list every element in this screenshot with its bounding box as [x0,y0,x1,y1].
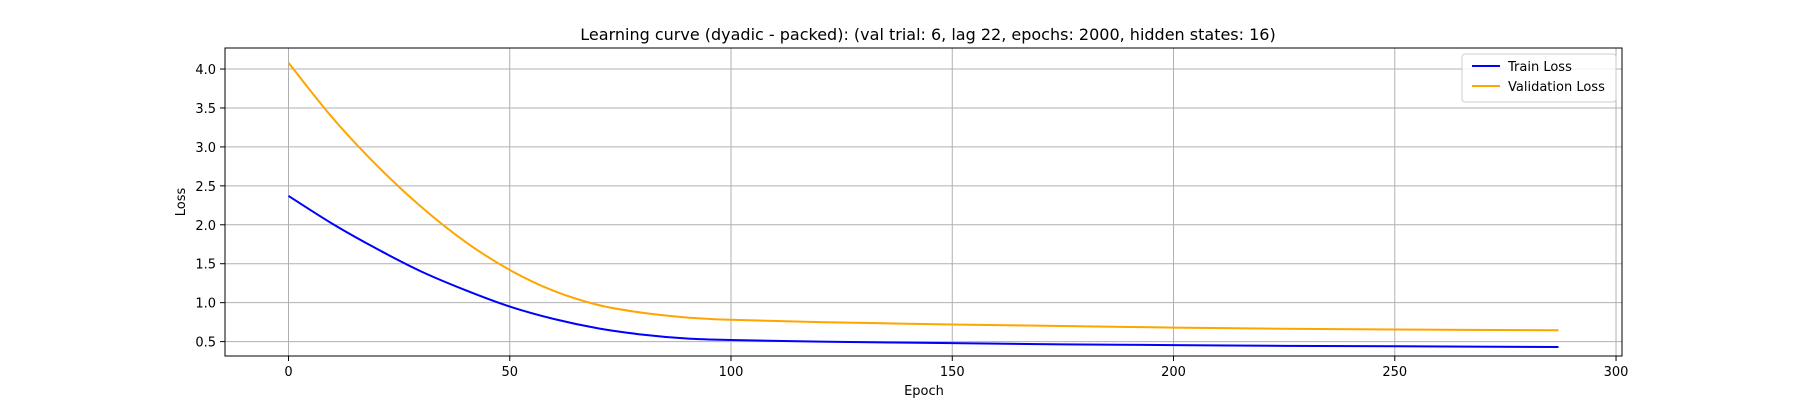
legend-label-train-loss: Train Loss [1507,60,1572,75]
y-tick-label: 1.5 [195,258,216,273]
chart-title: Learning curve (dyadic - packed): (val t… [580,25,1275,44]
tick-layer: 0 50 100 150 200 250 300 0.5 1.0 1.5 2.0 2.5 3.0 3.5 4… [195,63,1628,380]
x-tick-label: 200 [1161,365,1186,380]
y-tick-label: 0.5 [195,336,216,351]
x-tick-label: 100 [719,365,744,380]
x-axis-label: Epoch [904,384,944,399]
series-line-validation-loss [287,62,1559,332]
plot-frame [224,47,1623,357]
y-axis-label: Loss [174,188,189,217]
series-line-train-loss [287,195,1559,349]
x-tick-label: 250 [1382,365,1407,380]
legend-label-validation-loss: Validation Loss [1508,80,1605,95]
y-tick-label: 2.0 [195,219,216,234]
series-layer [287,62,1559,349]
y-tick-label: 4.0 [195,63,216,78]
grid-layer [225,48,1622,356]
x-tick-label: 300 [1604,365,1629,380]
y-tick-label: 2.5 [195,180,216,195]
y-tick-label: 3.5 [195,102,216,117]
x-tick-label: 150 [940,365,965,380]
x-tick-label: 0 [284,365,292,380]
y-tick-label: 1.0 [195,297,216,312]
x-tick-label: 50 [501,365,518,380]
legend: Train Loss Validation Loss [1461,53,1617,103]
y-tick-label: 3.0 [195,141,216,156]
legend-box [1461,53,1617,103]
